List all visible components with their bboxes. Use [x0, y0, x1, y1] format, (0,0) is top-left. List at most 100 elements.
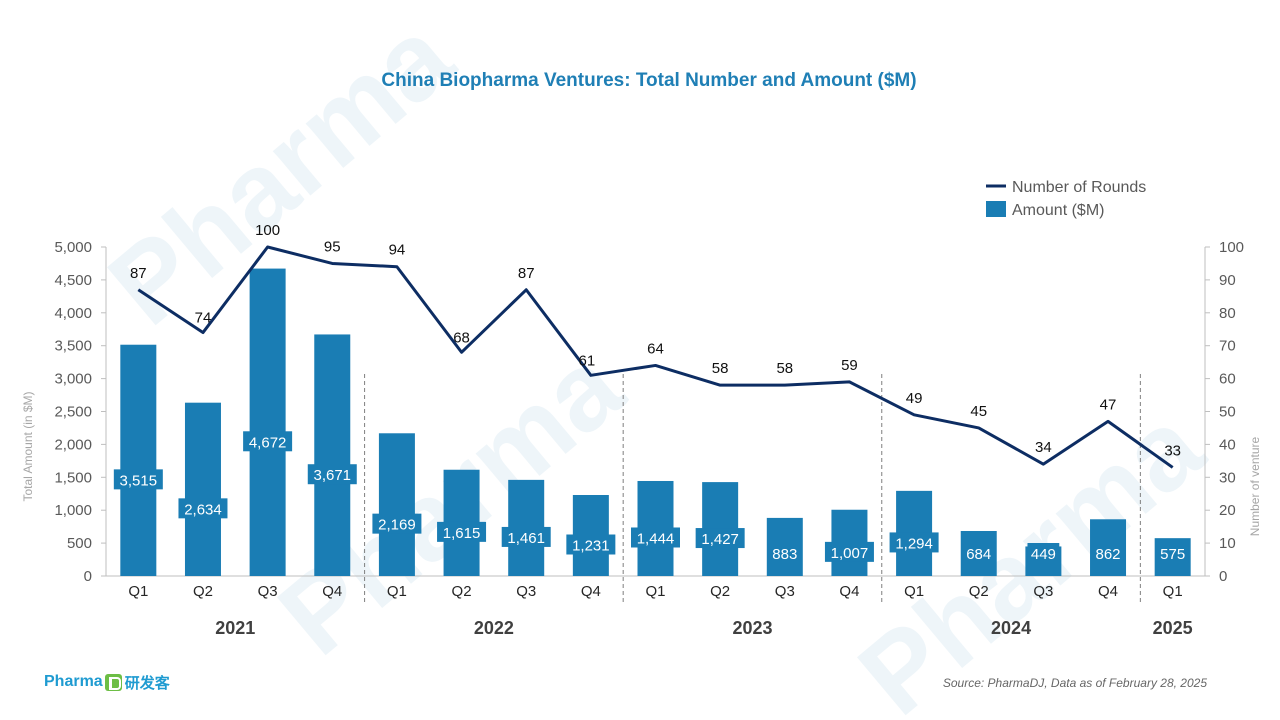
bar-data-label: 3,671 — [313, 467, 351, 484]
bar-label-box — [243, 431, 293, 452]
bar-label-box — [1027, 543, 1060, 563]
bar-label-box — [695, 528, 745, 549]
bar-label-box — [768, 543, 801, 563]
bar-data-label: 2,634 — [184, 501, 222, 518]
x-tick-label: Q4 — [581, 583, 601, 600]
bar-label-box — [501, 526, 551, 547]
y2-tick-label: 60 — [1219, 371, 1236, 388]
line-data-label: 58 — [776, 360, 793, 377]
bar — [249, 268, 286, 576]
year-label: 2025 — [1153, 618, 1193, 638]
line-data-label: 45 — [970, 403, 987, 420]
bar-data-label: 1,294 — [895, 535, 933, 552]
y-axis-title: Total Amount (in $M) — [21, 391, 35, 501]
bar-data-label: 575 — [1160, 546, 1185, 563]
bar-data-label: 684 — [966, 546, 991, 563]
bar-label-box — [962, 543, 995, 563]
line-data-label: 61 — [579, 352, 596, 369]
bar-label-box — [631, 527, 680, 548]
x-tick-label: Q2 — [193, 583, 213, 600]
bar — [120, 344, 157, 576]
year-label: 2021 — [215, 618, 255, 638]
y-tick-label: 500 — [67, 535, 92, 552]
bar-data-label: 1,461 — [507, 530, 545, 547]
rounds-line — [137, 245, 1174, 469]
x-tick-label: Q1 — [387, 583, 407, 600]
year-label: 2024 — [991, 618, 1031, 638]
bar-label-box — [113, 469, 163, 490]
line-data-label: 58 — [712, 360, 729, 377]
y2-tick-label: 100 — [1219, 239, 1244, 256]
x-tick-label: Q3 — [516, 583, 536, 600]
line-data-label: 33 — [1164, 442, 1181, 459]
bar-data-label: 1,231 — [572, 538, 610, 555]
source-note: Source: PharmaDJ, Data as of February 28… — [942, 676, 1207, 690]
y-tick-label: 4,500 — [54, 272, 92, 289]
year-label: 2022 — [474, 618, 514, 638]
bar-label-box — [566, 534, 616, 555]
y-tick-label: 1,500 — [54, 469, 92, 486]
y-tick-label: 4,000 — [54, 305, 92, 322]
x-tick-label: Q3 — [1033, 583, 1053, 600]
x-tick-label: Q2 — [710, 583, 730, 600]
bar-data-label: 883 — [772, 546, 797, 563]
bar-label-box — [824, 541, 874, 562]
line-data-label: 34 — [1035, 439, 1052, 456]
y2-axis-title: Number of venture — [1248, 436, 1262, 536]
line-data-label: 68 — [453, 329, 470, 346]
line-data-label: 64 — [647, 340, 664, 357]
legend-bar-swatch — [986, 201, 1006, 217]
y2-tick-label: 30 — [1219, 469, 1236, 486]
x-tick-label: Q4 — [1098, 583, 1118, 600]
bar-data-label: 1,007 — [831, 545, 869, 562]
y-tick-label: 3,000 — [54, 371, 92, 388]
y2-tick-label: 10 — [1219, 535, 1236, 552]
x-tick-label: Q4 — [322, 583, 342, 600]
year-label: 2023 — [732, 618, 772, 638]
bar-data-label: 449 — [1031, 546, 1056, 563]
x-tick-label: Q2 — [452, 583, 472, 600]
x-tick-label: Q2 — [969, 583, 989, 600]
y2-tick-label: 80 — [1219, 305, 1236, 322]
y-tick-label: 1,000 — [54, 502, 92, 519]
bar — [314, 334, 351, 576]
bar-label-box — [307, 464, 357, 485]
x-tick-label: Q1 — [1163, 583, 1183, 600]
bar-data-label: 1,615 — [443, 525, 481, 542]
line-data-label: 87 — [518, 265, 535, 282]
bar-data-label: 1,444 — [637, 530, 675, 547]
x-tick-label: Q1 — [904, 583, 924, 600]
line-data-label: 74 — [195, 310, 212, 327]
legend-label-amount: Amount ($M) — [1012, 202, 1104, 219]
x-tick-label: Q3 — [258, 583, 278, 600]
bar-label-box — [178, 498, 228, 519]
bar-label-box — [372, 513, 422, 534]
y2-tick-label: 0 — [1219, 568, 1227, 585]
line-data-label: 94 — [389, 242, 406, 259]
y-tick-label: 2,000 — [54, 436, 92, 453]
bar-data-label: 3,515 — [120, 472, 158, 489]
brand-name: Pharma — [44, 673, 103, 690]
legend-label-rounds: Number of Rounds — [1012, 179, 1146, 196]
bar-label-box — [437, 521, 487, 542]
x-tick-label: Q1 — [128, 583, 148, 600]
bar — [184, 402, 221, 576]
brand-cn: 研发客 — [124, 674, 170, 692]
bar-label-box — [1156, 543, 1189, 563]
line-data-label: 59 — [841, 357, 858, 374]
y-tick-label: 0 — [84, 568, 92, 585]
y2-tick-label: 90 — [1219, 272, 1236, 289]
bar-data-label: 1,427 — [701, 531, 739, 548]
bar-label-box — [889, 532, 939, 553]
brand-mark-icon — [104, 673, 122, 691]
bar — [378, 433, 415, 576]
y2-tick-label: 50 — [1219, 404, 1236, 421]
x-tick-label: Q3 — [775, 583, 795, 600]
x-tick-label: Q1 — [645, 583, 665, 600]
brand-logo: Pharma 研发客 — [44, 671, 170, 693]
y-tick-label: 3,500 — [54, 338, 92, 355]
chart-title: China Biopharma Ventures: Total Number a… — [381, 70, 917, 91]
line-data-label: 100 — [255, 222, 280, 239]
y2-tick-label: 70 — [1219, 338, 1236, 355]
